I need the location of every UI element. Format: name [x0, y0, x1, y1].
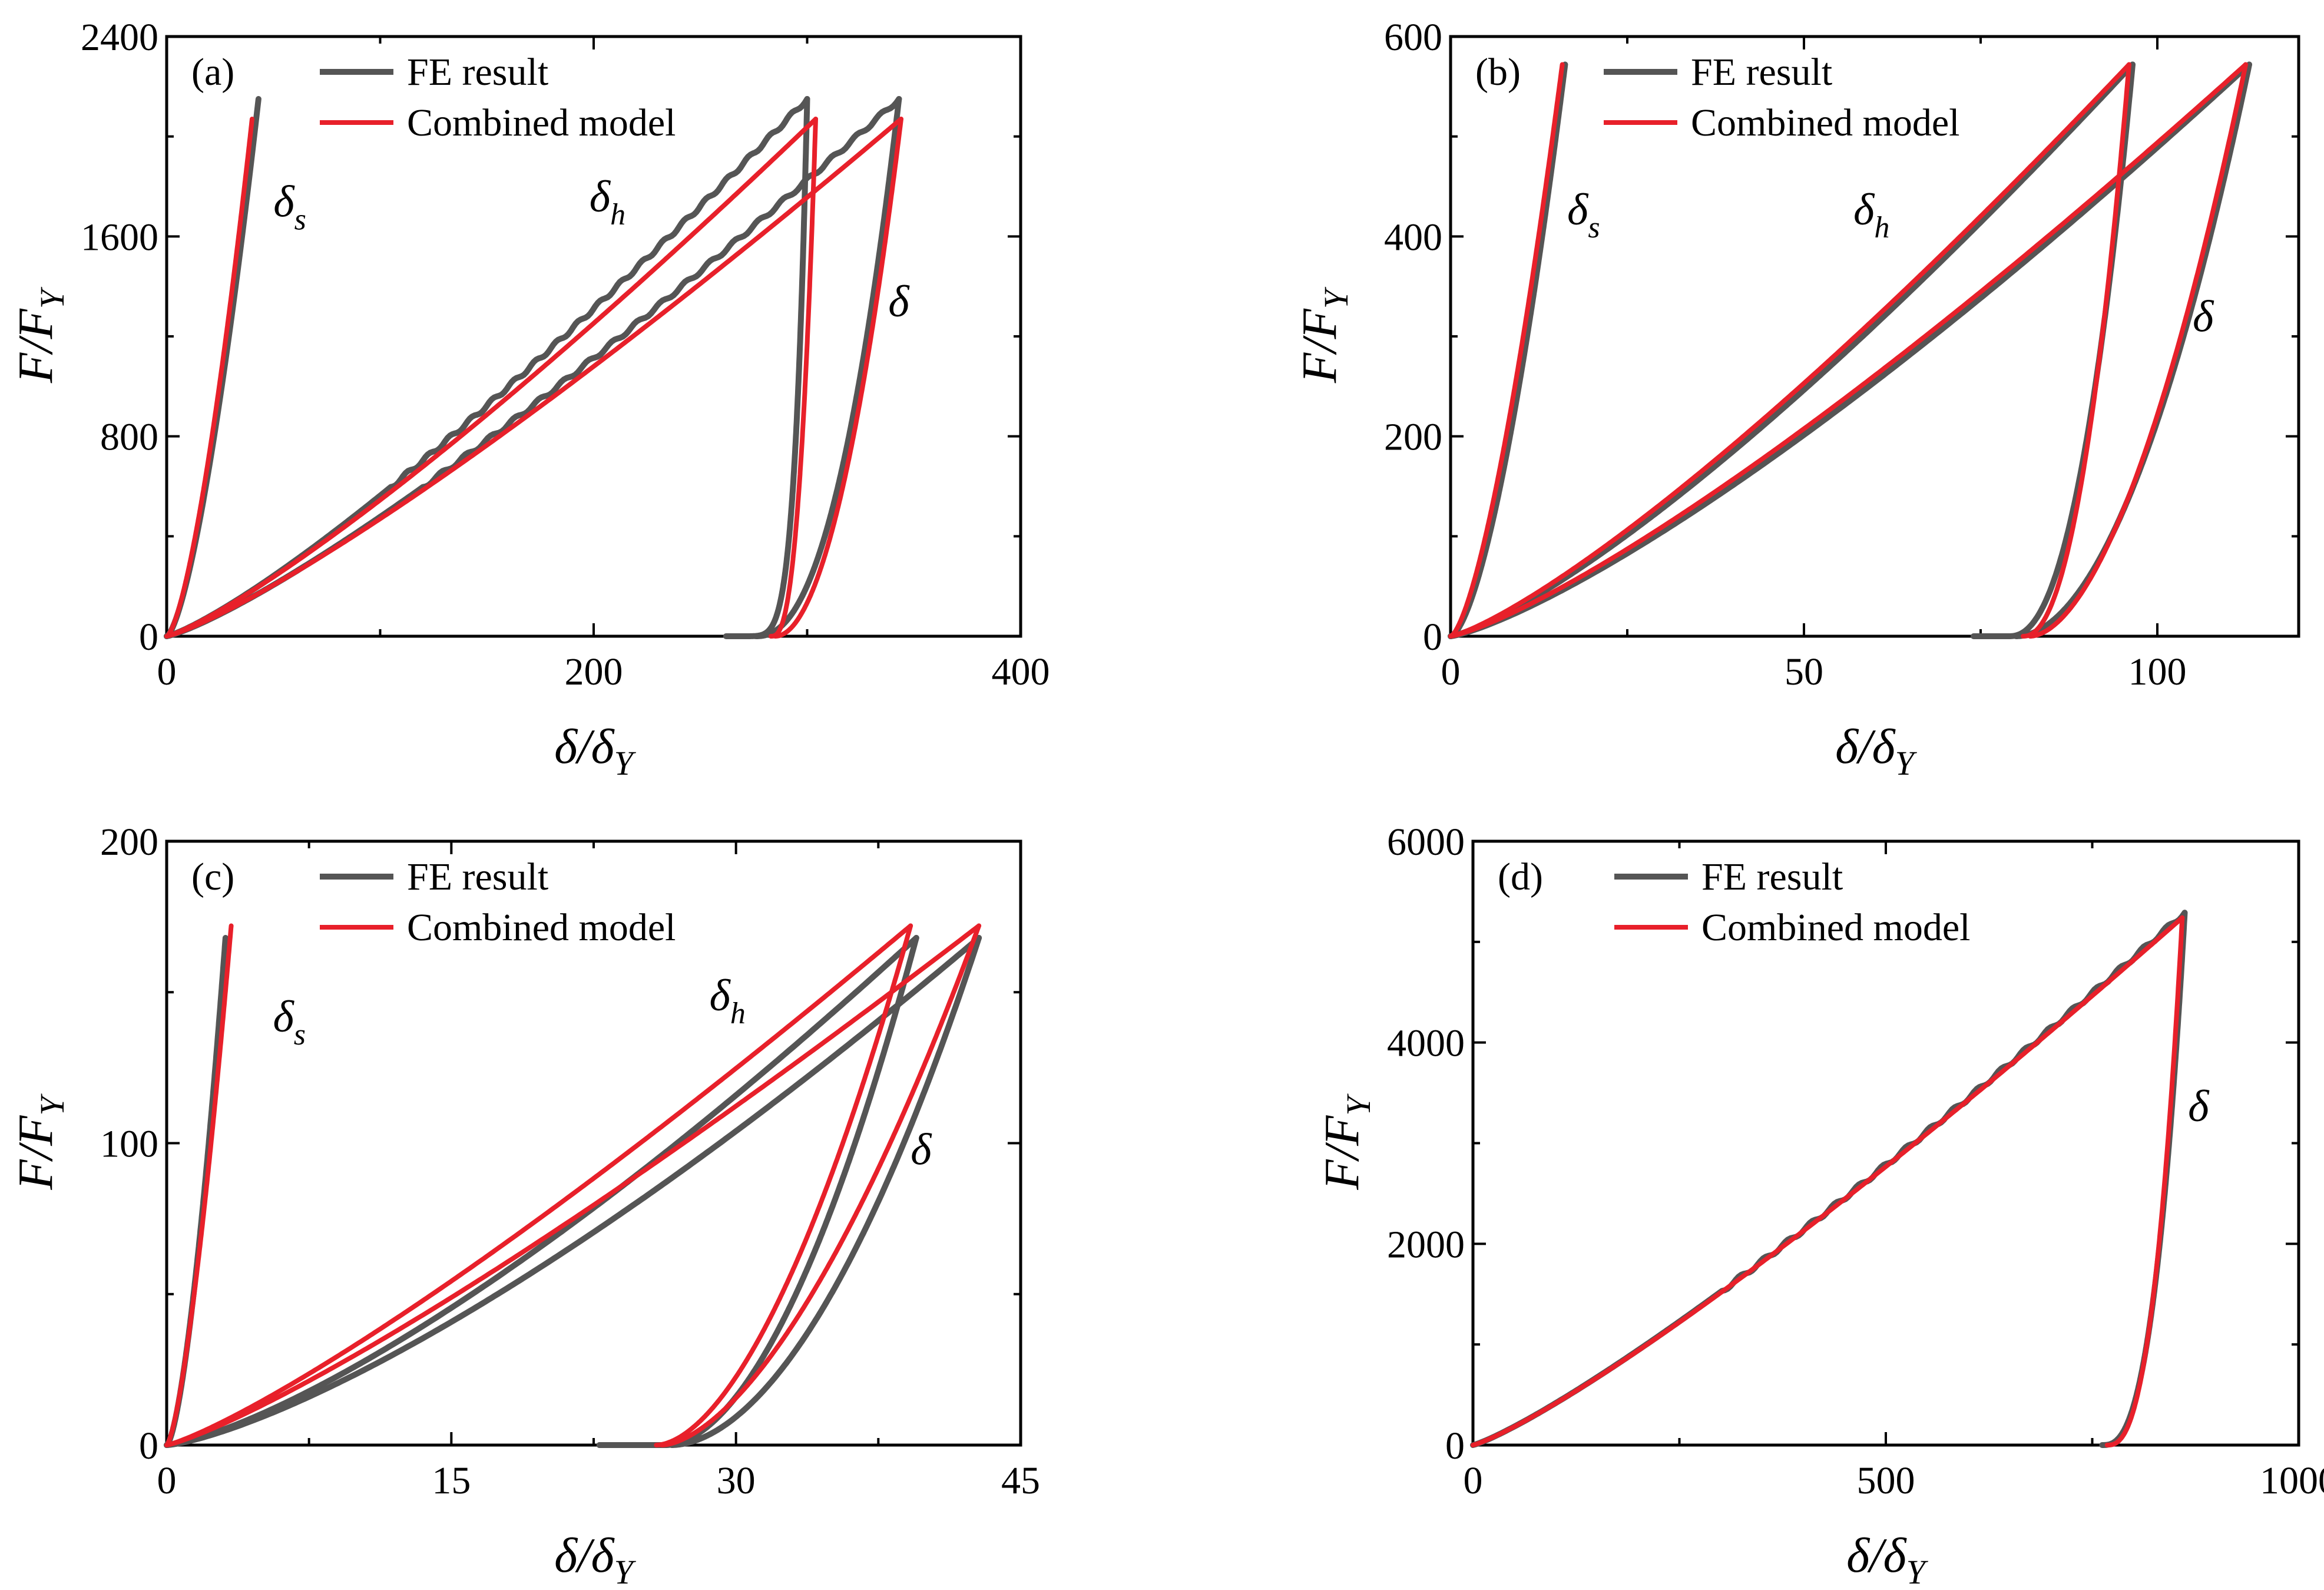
legend-label-model: Combined model	[407, 101, 676, 144]
y-tick-label: 6000	[1387, 821, 1465, 864]
y-axis-title: F/FY	[1315, 1093, 1378, 1191]
model-curve-0	[164, 923, 234, 1447]
model-curve-3	[768, 117, 818, 639]
y-tick-label: 0	[139, 616, 158, 659]
x-tick-label: 200	[565, 650, 623, 693]
y-tick-label: 0	[1423, 616, 1442, 659]
series-combined-model	[164, 923, 982, 1447]
x-axis-title: δ/δY	[554, 719, 636, 782]
x-tick-label: 50	[1785, 650, 1823, 693]
legend-label-fe: FE result	[1691, 51, 1832, 94]
fe-curve-0	[1470, 910, 2188, 1448]
fe-curve-0	[1448, 61, 1568, 639]
legend: FE result Combined model	[320, 51, 676, 144]
series-combined-model	[1471, 915, 2185, 1447]
legend-label-fe: FE result	[407, 51, 548, 94]
x-tick-label: 100	[2128, 650, 2187, 693]
annotation-delta-h: δh	[710, 971, 746, 1030]
y-tick-label: 0	[1445, 1424, 1465, 1467]
x-tick-label: 15	[432, 1459, 471, 1502]
model-curve-0	[1448, 62, 1565, 639]
y-tick-label: 4000	[1387, 1022, 1465, 1065]
x-tick-label: 0	[1464, 1459, 1483, 1502]
y-tick-label: 2400	[81, 16, 158, 59]
annotation-delta-h: δh	[590, 172, 625, 232]
model-curve-2	[164, 923, 982, 1447]
panel-label: (d)	[1498, 855, 1543, 898]
fe-curve-0	[164, 935, 229, 1448]
annotation-delta: δ	[2193, 292, 2214, 342]
legend-label-model: Combined model	[407, 906, 676, 949]
series-fe-result	[1470, 910, 2188, 1448]
annotation-delta-h: δh	[1853, 185, 1889, 244]
legend-label-model: Combined model	[1701, 906, 1970, 949]
y-tick-label: 2000	[1387, 1223, 1465, 1266]
y-tick-label: 800	[100, 416, 158, 459]
annotation-delta: δ	[2188, 1082, 2210, 1131]
legend-label-fe: FE result	[407, 855, 548, 898]
y-tick-label: 600	[1384, 16, 1442, 59]
series-fe-result	[1448, 61, 2252, 639]
model-curve-0	[164, 117, 254, 639]
y-axis-title: F/FY	[1292, 286, 1355, 384]
model-curve-1	[164, 923, 913, 1447]
fe-curve-1	[1448, 61, 2136, 639]
panel-label: (c)	[191, 855, 234, 898]
y-axis-title: F/FY	[8, 286, 71, 384]
model-curve-1	[164, 117, 818, 639]
model-curve-4	[660, 923, 982, 1447]
model-curve-0	[1471, 915, 2185, 1447]
fe-curve-1	[164, 935, 919, 1448]
annotation-delta: δ	[888, 277, 910, 326]
annotation-delta-s: δs	[273, 992, 306, 1052]
panel-label: (a)	[191, 51, 234, 94]
panel-a: 0 200 400 0 800 1600 2400 δ/δY F/FY (a) FE result C…	[8, 16, 1050, 782]
legend-label-model: Combined model	[1691, 101, 1959, 144]
y-tick-label: 0	[139, 1424, 158, 1467]
fe-curve-2	[164, 935, 982, 1448]
annotation-delta-s: δs	[273, 177, 306, 236]
panel-b: 0 50 100 0 200 400 600 δ/δY F/FY (b) FE result Comb…	[1292, 16, 2300, 782]
x-axis-title: δ/δY	[1835, 719, 1917, 782]
series-combined-model	[164, 117, 903, 639]
fe-curve-3	[723, 96, 810, 639]
model-curve-2	[1448, 62, 2248, 639]
model-curve-3	[654, 923, 913, 1447]
model-curve-2	[164, 117, 903, 639]
x-tick-label: 500	[1857, 1459, 1915, 1502]
panel-label: (b)	[1475, 51, 1521, 94]
legend: FE result Combined model	[1604, 51, 1959, 144]
series-combined-model	[1448, 62, 2248, 639]
y-tick-label: 100	[100, 1123, 158, 1166]
x-tick-label: 0	[1441, 650, 1461, 693]
y-tick-label: 1600	[81, 216, 158, 259]
annotation-delta-s: δs	[1567, 185, 1600, 244]
model-curve-4	[773, 117, 903, 639]
legend: FE result Combined model	[1614, 855, 1970, 949]
legend-label-fe: FE result	[1701, 855, 1843, 898]
x-axis-title: δ/δY	[1846, 1528, 1928, 1590]
y-tick-label: 200	[100, 821, 158, 864]
x-tick-label: 0	[157, 1459, 177, 1502]
panel-c: 0 15 30 45 0 100 200 δ/δY F/FY (c) FE result Combin…	[8, 821, 1040, 1590]
fe-curve-4	[668, 935, 982, 1448]
legend: FE result Combined model	[320, 855, 676, 949]
x-tick-label: 400	[992, 650, 1050, 693]
model-curve-4	[2028, 62, 2248, 639]
y-axis-title: F/FY	[8, 1093, 71, 1191]
model-curve-1	[1448, 62, 2131, 639]
x-axis-title: δ/δY	[554, 1528, 636, 1590]
annotation-delta: δ	[911, 1125, 932, 1174]
model-curve-1	[2104, 915, 2185, 1447]
x-tick-label: 0	[157, 650, 177, 693]
x-tick-label: 45	[1001, 1459, 1040, 1502]
x-tick-label: 30	[717, 1459, 756, 1502]
y-tick-label: 200	[1384, 416, 1442, 459]
y-tick-label: 400	[1384, 216, 1442, 259]
fe-curve-1	[164, 96, 810, 639]
model-curve-3	[2021, 62, 2131, 639]
